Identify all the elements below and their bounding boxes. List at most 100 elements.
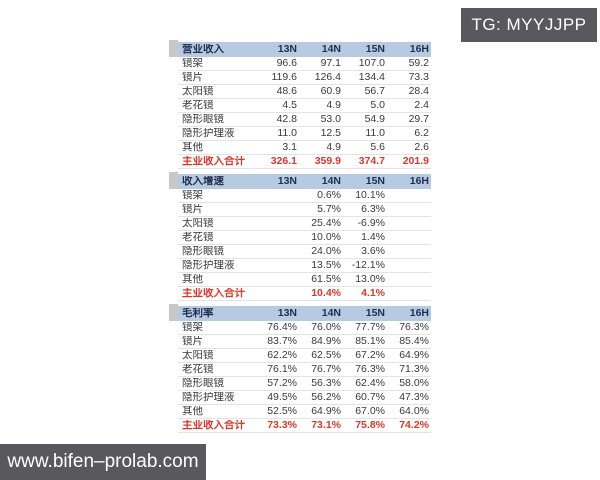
section-title: 营业收入 [182,44,224,55]
table-row: 隐形眼镜 24.0% 3.6% [178,245,431,259]
cell-value: 96.6 [276,57,297,70]
table-row: 隐形护理液 13.5% -12.1% [178,259,431,273]
total-row: 主业收入合计 326.1 359.9 374.7 201.9 [178,155,431,169]
cell-value: 13.5% [311,259,341,272]
cell-value: 56.3% [311,377,341,390]
column-header: 15N [365,307,385,320]
cell-value: 67.2% [355,349,385,362]
cell-value: 24.0% [311,245,341,258]
table-section: 毛利率 13N 14N 15N 16H 镜架 76.4% 76.0% 77.7% 76.3% 镜片 8… [169,304,431,433]
cell-value: 60.7% [355,391,385,404]
cell-value: 12.5 [320,127,341,140]
row-label: 太阳镜 [182,86,214,97]
table-row: 镜架 96.6 97.1 107.0 59.2 [178,57,431,71]
cell-value: 0.6% [317,189,341,202]
column-header: 13N [277,43,297,56]
cell-value: 48.6 [276,85,297,98]
cell-value: 97.1 [320,57,341,70]
cell-value: 134.4 [358,71,385,84]
row-label: 主业收入合计 [182,156,245,167]
cell-value: 119.6 [271,71,298,84]
cell-value: 56.2% [311,391,341,404]
cell-value: 4.5 [282,99,297,112]
cell-value: 60.9 [320,85,341,98]
column-header: 13N [277,307,297,320]
cell-value: 10.0% [311,231,341,244]
row-label: 其他 [182,274,203,285]
row-label: 镜架 [182,190,203,201]
column-header: 15N [365,175,385,188]
cell-value: 201.9 [402,155,429,168]
cell-value: 10.1% [355,189,385,202]
cell-value: 76.3% [355,363,385,376]
cell-value: 126.4 [314,71,341,84]
row-label: 老花镜 [182,232,214,243]
cell-value: 5.6 [370,141,385,154]
column-header: 16H [409,43,429,56]
cell-value: 4.1% [361,287,385,300]
cell-value: 73.1% [311,419,341,432]
table-row: 老花镜 76.1% 76.7% 76.3% 71.3% [178,363,431,377]
cell-value: 62.2% [267,349,297,362]
table-row: 隐形眼镜 57.2% 56.3% 62.4% 58.0% [178,377,431,391]
financial-table: 营业收入 13N 14N 15N 16H 镜架 96.6 97.1 107.0 59.2 镜片 119… [169,40,431,438]
table-row: 镜片 83.7% 84.9% 85.1% 85.4% [178,335,431,349]
cell-value: 76.7% [311,363,341,376]
cell-value: 59.2 [408,57,429,70]
cell-value: 6.3% [361,203,385,216]
section-title: 毛利率 [182,308,214,319]
cell-value: -12.1% [351,259,385,272]
row-label: 隐形护理液 [182,392,235,403]
section-title: 收入增速 [182,176,224,187]
table-row: 镜架 0.6% 10.1% [178,189,431,203]
cell-value: 71.3% [399,363,429,376]
column-header: 15N [365,43,385,56]
cell-value: 4.9 [326,99,341,112]
table-row: 镜架 76.4% 76.0% 77.7% 76.3% [178,321,431,335]
cell-value: 52.5% [267,405,297,418]
total-row: 主业收入合计 10.4% 4.1% [178,287,431,301]
column-header: 14N [321,43,341,56]
cell-value: 54.9 [364,113,385,126]
cell-value: 74.2% [399,419,429,432]
cell-value: 76.1% [267,363,297,376]
section-header-row: 毛利率 13N 14N 15N 16H [169,304,431,321]
row-label: 隐形护理液 [182,128,235,139]
table-row: 隐形护理液 49.5% 56.2% 60.7% 47.3% [178,391,431,405]
table-row: 老花镜 10.0% 1.4% [178,231,431,245]
cell-value: 76.4% [267,321,297,334]
cell-value: 10.4% [311,287,341,300]
telegram-watermark-text: TG: MYYJJPP [471,15,587,34]
cell-value: 58.0% [399,377,429,390]
cell-value: 374.7 [358,155,385,168]
corner-cell [169,172,178,189]
cell-value: 107.0 [358,57,385,70]
table-row: 太阳镜 25.4% -6.9% [178,217,431,231]
cell-value: 64.9% [399,349,429,362]
table-row: 其他 61.5% 13.0% [178,273,431,287]
cell-value: 64.9% [311,405,341,418]
cell-value: 57.2% [267,377,297,390]
cell-value: 5.0 [370,99,385,112]
cell-value: 2.6 [414,141,429,154]
table-row: 隐形眼镜 42.8 53.0 54.9 29.7 [178,113,431,127]
cell-value: 73.3% [267,419,297,432]
table-row: 镜片 119.6 126.4 134.4 73.3 [178,71,431,85]
cell-value: 62.4% [355,377,385,390]
cell-value: -6.9% [357,217,385,230]
website-watermark: www.bifen–prolab.com [0,444,206,480]
cell-value: 42.8 [276,113,297,126]
section-header-row: 收入增速 13N 14N 15N 16H [169,172,431,189]
row-label: 隐形眼镜 [182,246,224,257]
cell-value: 11.0 [365,127,385,140]
cell-value: 64.0% [399,405,429,418]
row-label: 老花镜 [182,100,214,111]
cell-value: 5.7% [317,203,341,216]
corner-cell [169,304,178,321]
cell-value: 6.2 [414,127,429,140]
cell-value: 3.1 [282,141,297,154]
row-label: 主业收入合计 [182,420,245,431]
table-row: 太阳镜 48.6 60.9 56.7 28.4 [178,85,431,99]
column-header: 16H [409,175,429,188]
cell-value: 25.4% [311,217,341,230]
